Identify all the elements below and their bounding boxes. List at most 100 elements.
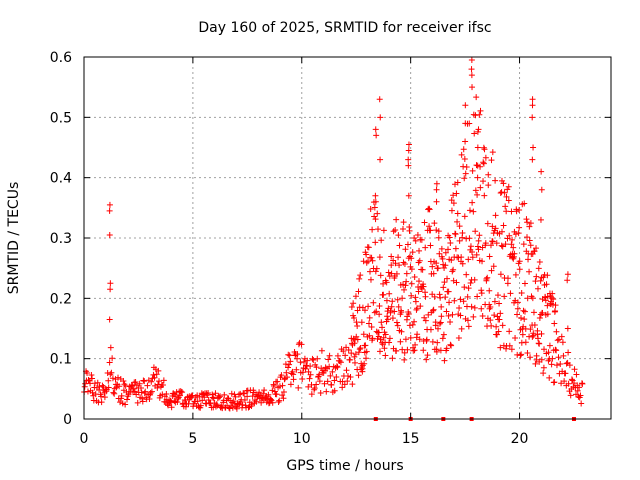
data-point [132,379,139,386]
data-point [217,393,224,400]
data-point [454,218,461,225]
data-point [504,280,511,287]
data-point [485,171,492,178]
data-point [409,321,416,328]
data-point [441,357,448,364]
data-point [212,390,219,397]
y-tick-label: 0.6 [50,50,72,66]
data-point [380,291,387,298]
data-point [512,231,519,238]
data-point [454,210,461,217]
data-point [527,220,534,227]
data-point [414,305,421,312]
data-point [106,316,113,323]
data-point [459,260,466,267]
data-point [470,313,477,320]
data-point [336,358,343,364]
data-point [185,400,192,407]
data-point [543,281,550,288]
data-point [504,186,511,193]
data-point [520,241,527,248]
data-point [444,246,451,253]
data-point [397,338,404,345]
data-point [402,336,409,343]
data-point [433,180,440,187]
data-point [521,280,528,287]
data-point [411,347,418,354]
data-point [367,268,374,275]
data-point [354,307,361,314]
data-point [509,236,516,243]
data-point [267,396,274,403]
data-point [433,227,440,234]
data-point [568,376,575,383]
data-point [278,372,285,379]
data-point [507,290,514,297]
data-point [571,380,578,387]
data-point [449,311,456,318]
data-point [221,391,228,398]
data-point [427,227,434,234]
data-point [558,380,565,387]
data-point [448,257,455,264]
data-point [361,307,368,314]
data-point [518,315,525,321]
data-point [340,348,347,355]
data-point [416,336,423,343]
data-point [352,293,359,300]
data-point [214,402,221,409]
data-point [480,160,487,167]
data-point [176,392,183,399]
data-point [377,336,384,343]
data-point [555,354,562,361]
data-point [536,314,543,321]
data-point [355,349,362,356]
data-point [461,213,468,220]
data-point [374,210,381,217]
data-point [392,260,399,267]
data-point [398,309,405,316]
data-point [487,242,494,249]
data-point [569,377,576,384]
data-point [405,310,412,317]
data-point [341,381,348,388]
data-point [559,339,566,346]
data-point [89,389,96,396]
data-point [519,331,526,338]
data-point [389,298,396,305]
data-point [419,266,426,273]
data-point [265,391,272,398]
data-point [563,360,570,367]
data-point [163,390,170,397]
data-point [351,314,358,321]
data-point [551,379,558,386]
data-point [524,295,531,302]
data-point [355,288,362,295]
y-axis-label: SRMTID / TECUs [6,182,22,295]
data-point [386,290,393,297]
data-point [331,377,338,384]
data-point [473,94,480,101]
data-point [148,378,155,385]
data-point [279,392,286,399]
data-point [367,276,374,283]
data-point [150,371,157,378]
data-point [343,367,350,374]
data-point [233,405,240,412]
data-point [299,369,306,376]
data-point [466,235,473,242]
data-point [416,257,423,264]
data-point [344,378,351,385]
data-point [491,312,498,319]
data-point [465,323,472,330]
data-point [518,289,525,296]
data-point [501,189,508,196]
data-point [308,391,315,398]
data-point [478,287,485,294]
data-point [446,299,453,306]
data-point [482,154,489,161]
data-point [433,260,440,267]
data-point [488,322,495,329]
data-point [108,369,115,376]
data-point [416,247,423,254]
